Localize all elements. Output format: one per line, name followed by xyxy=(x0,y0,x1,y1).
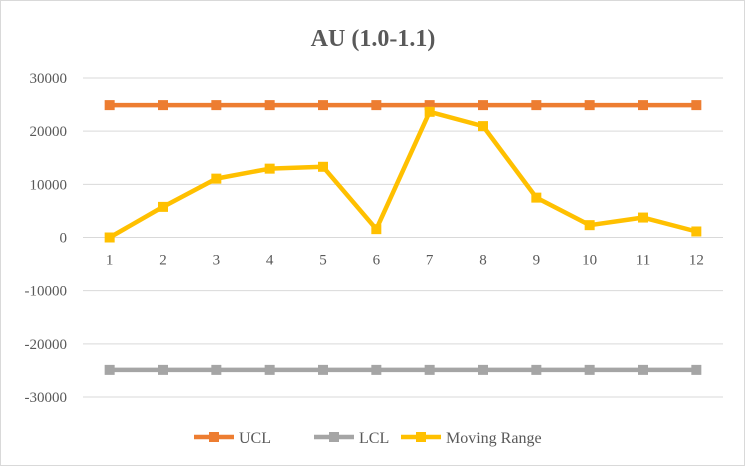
data-point xyxy=(371,100,382,111)
series-line-moving-range xyxy=(108,109,697,240)
y-tick-label: -30000 xyxy=(25,390,68,406)
x-tick-label: 10 xyxy=(582,253,597,269)
data-point xyxy=(691,364,702,375)
data-point xyxy=(318,100,328,111)
x-tick-label: 11 xyxy=(636,253,650,269)
data-point xyxy=(584,220,595,231)
data-point xyxy=(211,364,222,375)
y-tick-label: -20000 xyxy=(25,337,68,353)
x-tick-label: 9 xyxy=(533,253,541,269)
legend-marker xyxy=(329,432,339,442)
data-point xyxy=(638,212,648,223)
data-point xyxy=(531,192,542,203)
data-point xyxy=(158,364,168,375)
x-tick-label: 2 xyxy=(159,253,167,269)
data-point xyxy=(478,364,488,375)
legend-label: Moving Range xyxy=(446,430,542,447)
data-point xyxy=(584,364,595,375)
y-tick-label: 10000 xyxy=(30,177,68,193)
x-tick-label: 1 xyxy=(106,253,114,269)
x-tick-label: 12 xyxy=(689,253,704,269)
y-tick-label: 0 xyxy=(60,231,68,247)
data-point xyxy=(371,224,382,235)
y-tick-label: 20000 xyxy=(30,124,68,140)
data-point xyxy=(638,100,648,111)
x-tick-label: 5 xyxy=(319,253,327,269)
data-point xyxy=(211,100,222,111)
data-point xyxy=(158,201,168,212)
data-point xyxy=(371,364,382,375)
data-point xyxy=(104,100,115,111)
y-tick-label: -10000 xyxy=(25,284,68,300)
data-point xyxy=(264,163,275,174)
data-point xyxy=(104,232,115,243)
data-point xyxy=(531,364,542,375)
legend-marker xyxy=(209,432,219,442)
data-point xyxy=(531,100,542,111)
legend-label: UCL xyxy=(239,430,271,447)
data-point xyxy=(691,100,702,111)
data-point xyxy=(424,106,435,117)
chart-title: AU (1.0-1.1) xyxy=(311,26,436,52)
data-point xyxy=(584,100,595,111)
data-point xyxy=(318,161,328,172)
data-point xyxy=(264,100,275,111)
legend-label: LCL xyxy=(359,430,389,447)
data-point xyxy=(424,100,435,111)
x-tick-label: 7 xyxy=(426,253,434,269)
legend-marker xyxy=(416,432,426,442)
data-point xyxy=(638,364,648,375)
data-point xyxy=(264,364,275,375)
data-point xyxy=(104,364,115,375)
x-tick-label: 6 xyxy=(373,253,381,269)
data-point xyxy=(158,100,168,111)
data-point xyxy=(478,121,488,132)
x-tick-label: 3 xyxy=(213,253,221,269)
data-point xyxy=(318,364,328,375)
data-point xyxy=(478,100,488,111)
x-tick-label: 4 xyxy=(266,253,274,269)
y-tick-label: 30000 xyxy=(30,71,68,87)
data-point xyxy=(691,226,702,237)
x-tick-label: 8 xyxy=(479,253,487,269)
data-point xyxy=(424,364,435,375)
data-point xyxy=(211,173,222,184)
